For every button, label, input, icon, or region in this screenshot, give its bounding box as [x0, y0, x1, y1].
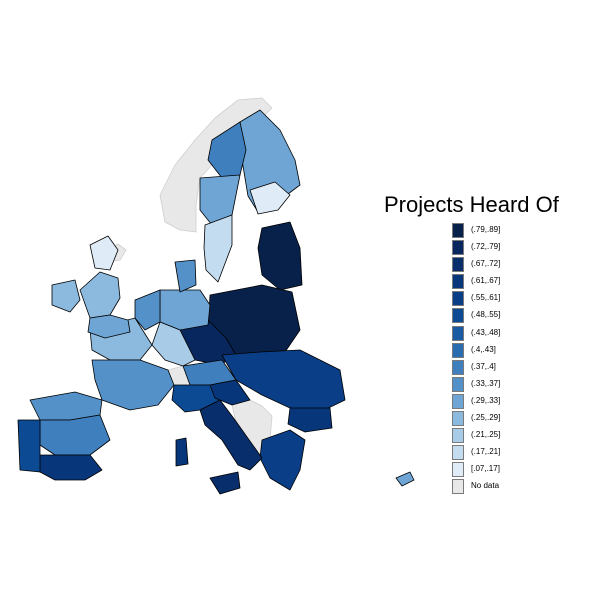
region-italy-south [199, 399, 263, 471]
region-uk-south [87, 314, 131, 339]
region-sardinia [175, 437, 189, 467]
legend-label: No data [471, 481, 500, 491]
region-ireland [51, 279, 81, 313]
region-bulgaria [287, 407, 333, 433]
legend-swatch [452, 462, 464, 478]
legend-swatch [452, 411, 464, 427]
legend-swatch [452, 445, 464, 461]
region-france-south [91, 359, 175, 411]
region-sweden-mid [199, 174, 241, 226]
legend-label: (.43,.48] [471, 327, 501, 337]
legend-swatch [452, 376, 464, 392]
legend-label: (.21,.25] [471, 430, 501, 440]
region-hungary-romania [221, 349, 346, 413]
region-uk-north [79, 271, 121, 319]
region-finland-south [249, 181, 291, 215]
region-germany-north [159, 289, 211, 331]
region-spain-north [29, 391, 103, 421]
region-denmark [174, 259, 197, 293]
legend-swatch [452, 257, 464, 273]
region-spain-mid [39, 414, 111, 456]
region-croatia [209, 379, 251, 406]
map-regions [17, 97, 415, 495]
legend-swatch [452, 291, 464, 307]
region-greece [259, 429, 306, 491]
region-cyprus [395, 471, 415, 487]
legend-swatch [452, 325, 464, 341]
legend-label: (.55,.61] [471, 293, 501, 303]
legend-label: (.17,.21] [471, 447, 501, 457]
region-finland [239, 109, 301, 213]
legend-swatch [452, 479, 464, 495]
legend-label: (.61,.67] [471, 276, 501, 286]
region-portugal [17, 419, 41, 473]
legend-swatch [452, 393, 464, 409]
legend-label: (.67,.72] [471, 259, 501, 269]
legend-label: (.25,.29] [471, 413, 501, 423]
region-sweden-south [203, 214, 233, 283]
legend-label: (.4,.43] [471, 344, 496, 354]
legend-label: (.33,.37] [471, 378, 501, 388]
region-baltics [257, 221, 303, 291]
legend-label: (.48,.55] [471, 310, 501, 320]
legend-swatch [452, 342, 464, 358]
region-benelux [134, 289, 161, 331]
legend-swatch [452, 223, 464, 238]
legend-label: [.07,.17] [471, 464, 500, 474]
region-sicily [209, 471, 241, 495]
legend-swatch [452, 308, 464, 324]
legend-swatch [452, 274, 464, 290]
legend-label: (.79,.89] [471, 225, 501, 234]
legend-label: (.37,.4] [471, 361, 496, 371]
legend-swatch [452, 359, 464, 375]
region-spain-south [34, 454, 103, 481]
legend-swatch [452, 240, 464, 256]
legend-label: (.72,.79] [471, 242, 501, 252]
map-title: Projects Heard Of [384, 192, 559, 217]
legend-swatch [452, 428, 464, 444]
legend-label: (.29,.33] [471, 395, 501, 405]
region-scotland [89, 235, 119, 271]
